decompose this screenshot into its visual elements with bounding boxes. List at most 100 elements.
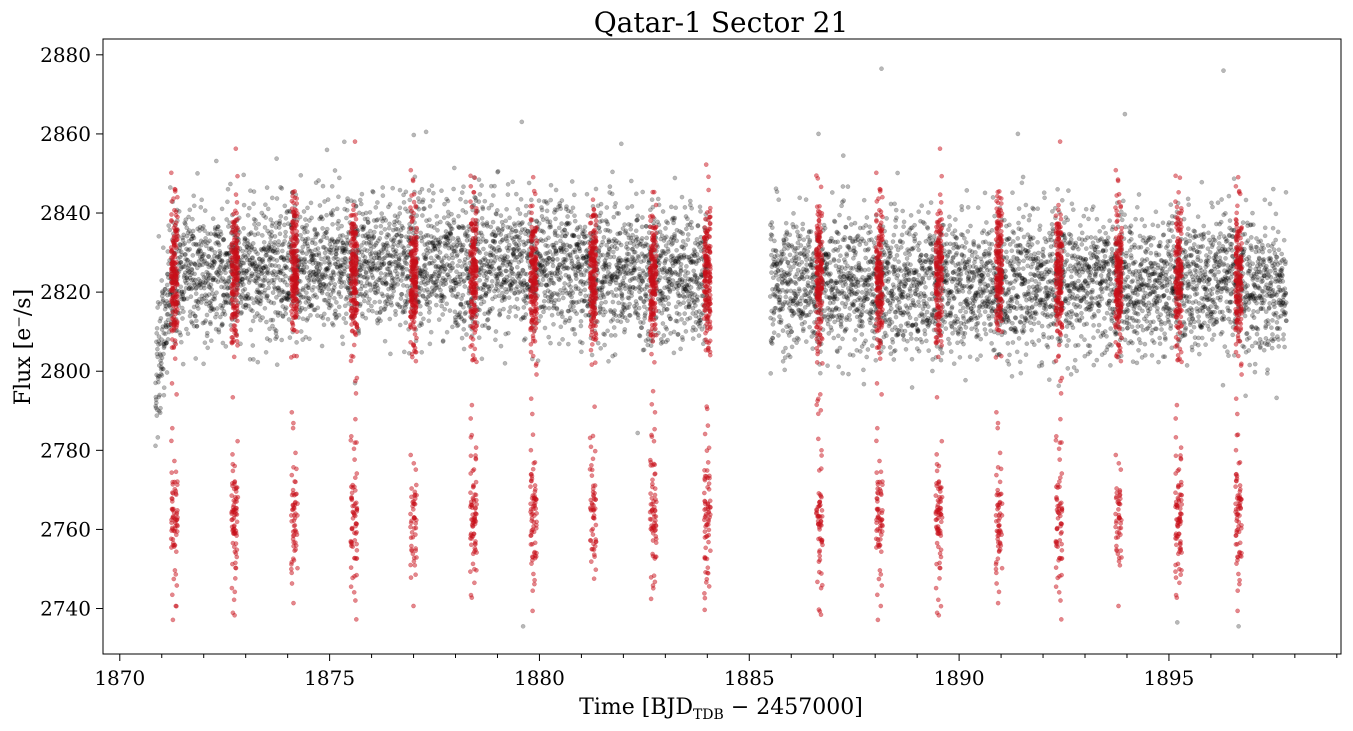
baseline-point	[603, 299, 608, 305]
baseline-point	[391, 288, 397, 294]
baseline-point	[455, 291, 461, 297]
baseline-point	[856, 283, 861, 288]
baseline-point	[304, 265, 310, 270]
baseline-point	[279, 337, 285, 343]
baseline-point	[157, 373, 162, 379]
baseline-point	[515, 306, 521, 311]
baseline-point	[554, 306, 560, 312]
baseline-point	[612, 352, 618, 357]
baseline-point	[846, 215, 852, 221]
baseline-point	[772, 238, 777, 244]
baseline-point	[265, 293, 270, 299]
baseline-point	[239, 310, 244, 315]
baseline-point	[448, 232, 454, 237]
baseline-point	[514, 264, 520, 270]
baseline-point	[805, 249, 811, 254]
baseline-point	[187, 246, 193, 252]
baseline-point	[831, 258, 837, 263]
baseline-point	[493, 329, 499, 334]
baseline-point	[804, 253, 810, 258]
baseline-point	[212, 259, 218, 265]
baseline-point	[494, 211, 499, 217]
baseline-point	[601, 235, 607, 240]
baseline-point	[161, 341, 166, 347]
baseline-point	[639, 325, 645, 331]
baseline-point	[274, 196, 280, 201]
baseline-point	[857, 349, 863, 354]
baseline-point	[862, 267, 868, 273]
baseline-point	[193, 291, 199, 296]
baseline-point	[384, 280, 389, 286]
baseline-point	[558, 324, 564, 330]
baseline-point	[377, 255, 382, 261]
baseline-point	[523, 300, 529, 306]
baseline-point	[842, 235, 848, 240]
baseline-point	[606, 358, 611, 364]
baseline-point	[668, 204, 674, 210]
baseline-point	[807, 324, 812, 330]
baseline-point	[154, 407, 160, 413]
baseline-point	[193, 313, 198, 319]
baseline-point	[255, 359, 261, 365]
baseline-point	[685, 270, 691, 276]
baseline-point	[571, 326, 577, 332]
baseline-point	[154, 413, 160, 418]
baseline-point	[317, 266, 323, 271]
baseline-point	[336, 218, 341, 224]
baseline-point	[341, 279, 347, 285]
baseline-point	[891, 232, 897, 238]
baseline-point	[284, 264, 289, 270]
baseline-point	[866, 267, 872, 272]
baseline-point	[447, 308, 453, 313]
baseline-point	[264, 185, 270, 190]
baseline-point	[311, 284, 316, 290]
baseline-point	[432, 258, 437, 264]
baseline-point	[632, 249, 638, 255]
baseline-point	[256, 221, 262, 227]
baseline-point	[851, 302, 857, 308]
baseline-point	[400, 269, 406, 275]
baseline-point	[199, 197, 205, 203]
baseline-point	[455, 322, 461, 328]
baseline-point	[203, 318, 209, 324]
baseline-point	[316, 252, 322, 258]
baseline-point	[635, 217, 640, 223]
baseline-point	[450, 255, 456, 261]
baseline-point	[853, 250, 858, 255]
baseline-point	[668, 316, 673, 322]
baseline-point	[557, 270, 563, 276]
baseline-point	[375, 286, 381, 291]
baseline-point	[180, 361, 186, 367]
baseline-point	[521, 305, 527, 310]
baseline-point	[183, 252, 188, 257]
baseline-point	[869, 315, 875, 321]
baseline-point	[421, 316, 426, 322]
baseline-point	[155, 376, 161, 381]
baseline-point	[506, 295, 512, 301]
baseline-point	[156, 338, 162, 344]
baseline-point	[380, 185, 386, 190]
baseline-point	[241, 172, 247, 178]
baseline-point	[548, 224, 554, 230]
baseline-point	[891, 284, 897, 290]
baseline-point	[569, 179, 575, 184]
baseline-point	[882, 252, 888, 258]
baseline-point	[156, 342, 161, 347]
baseline-point	[622, 222, 627, 227]
baseline-point	[383, 217, 389, 223]
baseline-point	[491, 267, 497, 272]
baseline-point	[892, 201, 897, 207]
baseline-point	[279, 186, 285, 191]
baseline-point	[368, 228, 373, 234]
baseline-point	[268, 217, 274, 222]
baseline-point	[308, 312, 313, 318]
baseline-point	[444, 301, 450, 307]
baseline-point	[251, 357, 256, 362]
baseline-point	[513, 228, 519, 234]
baseline-point	[363, 210, 369, 216]
baseline-point	[284, 282, 290, 288]
baseline-point	[220, 322, 225, 328]
baseline-point	[381, 261, 387, 266]
baseline-point	[564, 204, 569, 209]
baseline-point	[463, 199, 469, 205]
